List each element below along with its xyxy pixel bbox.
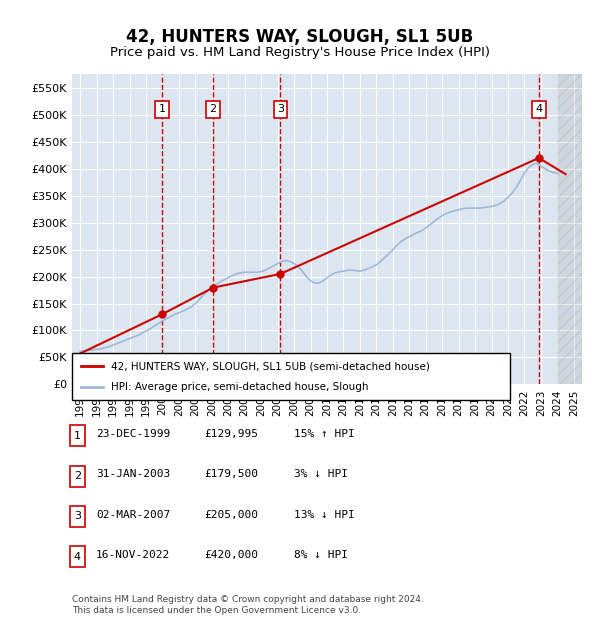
FancyBboxPatch shape <box>70 506 85 527</box>
FancyBboxPatch shape <box>72 353 510 400</box>
Text: 42, HUNTERS WAY, SLOUGH, SL1 5UB (semi-detached house): 42, HUNTERS WAY, SLOUGH, SL1 5UB (semi-d… <box>112 361 430 371</box>
Text: 42, HUNTERS WAY, SLOUGH, SL1 5UB: 42, HUNTERS WAY, SLOUGH, SL1 5UB <box>127 28 473 46</box>
Text: £129,995: £129,995 <box>204 429 258 439</box>
Text: 3% ↓ HPI: 3% ↓ HPI <box>294 469 348 479</box>
Bar <box>557 74 582 384</box>
Text: 4: 4 <box>535 104 542 115</box>
Text: £205,000: £205,000 <box>204 510 258 520</box>
Text: £420,000: £420,000 <box>204 550 258 560</box>
Text: 3: 3 <box>277 104 284 115</box>
Text: HPI: Average price, semi-detached house, Slough: HPI: Average price, semi-detached house,… <box>112 382 369 392</box>
Text: 8% ↓ HPI: 8% ↓ HPI <box>294 550 348 560</box>
Text: 13% ↓ HPI: 13% ↓ HPI <box>294 510 355 520</box>
Text: 3: 3 <box>74 512 81 521</box>
Text: 2: 2 <box>209 104 217 115</box>
FancyBboxPatch shape <box>70 546 85 567</box>
Text: 4: 4 <box>74 552 81 562</box>
Text: 23-DEC-1999: 23-DEC-1999 <box>96 429 170 439</box>
Text: 1: 1 <box>158 104 166 115</box>
Text: 16-NOV-2022: 16-NOV-2022 <box>96 550 170 560</box>
Text: 1: 1 <box>74 431 81 441</box>
Text: Price paid vs. HM Land Registry's House Price Index (HPI): Price paid vs. HM Land Registry's House … <box>110 46 490 59</box>
FancyBboxPatch shape <box>70 425 85 446</box>
FancyBboxPatch shape <box>70 466 85 487</box>
Text: Contains HM Land Registry data © Crown copyright and database right 2024.
This d: Contains HM Land Registry data © Crown c… <box>72 595 424 614</box>
Text: 02-MAR-2007: 02-MAR-2007 <box>96 510 170 520</box>
Text: 15% ↑ HPI: 15% ↑ HPI <box>294 429 355 439</box>
Text: £179,500: £179,500 <box>204 469 258 479</box>
Text: 2: 2 <box>74 471 81 481</box>
Text: 31-JAN-2003: 31-JAN-2003 <box>96 469 170 479</box>
